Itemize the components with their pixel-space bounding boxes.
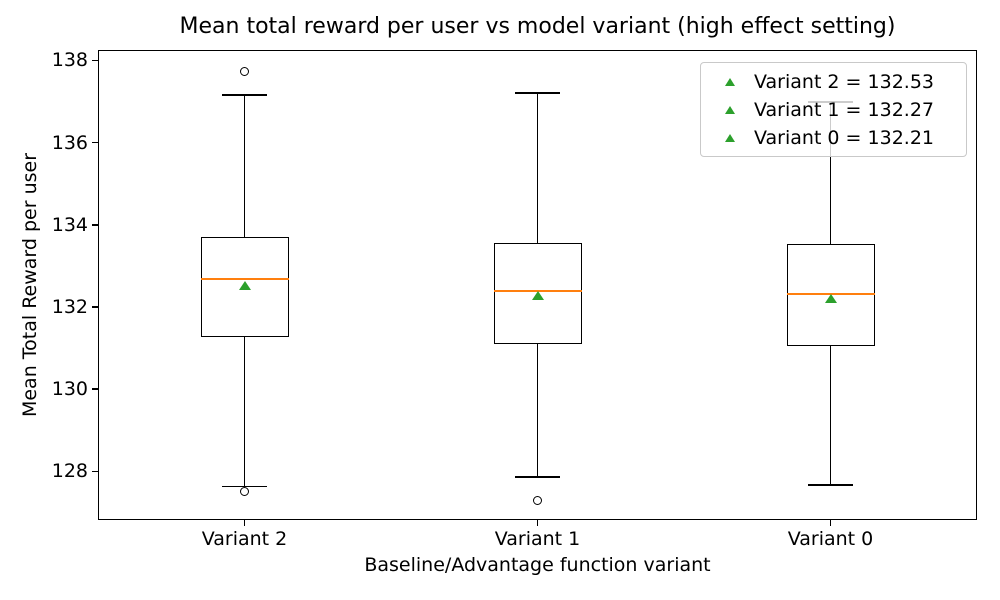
whisker-cap-lower: [808, 484, 853, 486]
y-tick-label: 130: [51, 378, 88, 401]
median-line: [200, 278, 289, 281]
y-tick-label: 134: [51, 213, 88, 236]
whisker-upper: [536, 92, 539, 243]
x-tick-mark: [536, 520, 539, 526]
whisker-cap-lower: [222, 485, 267, 488]
whisker-cap-lower: [515, 476, 560, 478]
y-tick-label: 132: [51, 295, 88, 318]
legend-entry: Variant 2 = 132.53: [701, 68, 966, 96]
mean-marker-icon: [531, 291, 544, 301]
legend-entry-label: Variant 2 = 132.53: [754, 71, 934, 93]
legend-mean-marker-icon: [725, 134, 735, 142]
whisker-upper: [829, 101, 832, 245]
median-line: [493, 289, 582, 292]
y-tick-label: 128: [51, 460, 88, 483]
x-tick-label: Variant 2: [201, 528, 288, 550]
x-tick-mark: [829, 520, 832, 526]
legend: Variant 2 = 132.53 Variant 1 = 132.27 Vari…: [700, 62, 967, 157]
legend-entry-label: Variant 1 = 132.27: [754, 99, 934, 121]
box-iqr: [786, 244, 875, 347]
y-tick-mark: [92, 388, 98, 390]
y-tick-label: 136: [51, 131, 88, 154]
mean-marker-icon: [824, 293, 837, 303]
outlier-point: [239, 66, 249, 76]
outlier-point: [239, 487, 249, 497]
y-tick-label: 138: [51, 49, 88, 72]
plot-area: [98, 50, 977, 520]
whisker-lower: [829, 346, 832, 486]
whisker-lower: [243, 337, 246, 487]
outlier-point: [532, 496, 542, 506]
x-tick-mark: [243, 520, 246, 526]
whisker-lower: [536, 344, 539, 478]
y-tick-mark: [92, 470, 98, 473]
legend-entry: Variant 0 = 132.21: [701, 124, 966, 152]
y-tick-mark: [92, 224, 98, 226]
legend-mean-marker-icon: [725, 78, 735, 86]
legend-entry: Variant 1 = 132.27: [701, 96, 966, 124]
mean-marker-icon: [238, 280, 251, 290]
chart-title: Mean total reward per user vs model vari…: [179, 14, 896, 39]
y-tick-mark: [92, 59, 98, 62]
box-iqr: [200, 237, 289, 337]
y-tick-mark: [92, 306, 98, 308]
y-tick-mark: [92, 141, 98, 144]
x-tick-label: Variant 0: [787, 528, 874, 550]
whisker-cap-upper: [515, 92, 560, 94]
median-line: [786, 292, 875, 295]
x-tick-label: Variant 1: [494, 528, 581, 550]
box-iqr: [493, 242, 582, 344]
legend-entry-label: Variant 0 = 132.21: [754, 127, 934, 149]
legend-mean-marker-icon: [725, 106, 735, 114]
whisker-cap-upper: [222, 94, 267, 96]
whisker-upper: [243, 94, 246, 238]
x-axis-label: Baseline/Advantage function variant: [364, 554, 711, 576]
